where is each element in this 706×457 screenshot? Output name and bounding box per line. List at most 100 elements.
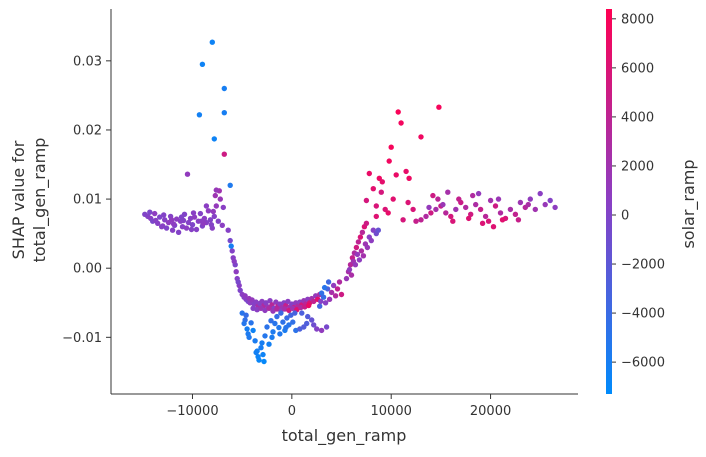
scatter-point (418, 217, 424, 223)
scatter-point (221, 151, 227, 157)
scatter-point (346, 266, 353, 273)
scatter-point (227, 182, 233, 188)
scatter-point (317, 303, 323, 309)
scatter-point (263, 300, 269, 306)
scatter-point (388, 144, 394, 150)
scatter-point (463, 204, 469, 211)
scatter-point (297, 326, 303, 332)
scatter-point (193, 226, 200, 233)
scatter-point (443, 210, 449, 216)
scatter-point (299, 310, 305, 316)
scatter-point (190, 210, 197, 216)
scatter-point (189, 222, 196, 228)
scatter-point (466, 215, 472, 222)
scatter-point (450, 218, 456, 224)
scatter-point (198, 218, 205, 224)
scatter-point (373, 213, 379, 220)
scatter-point (552, 204, 558, 211)
scatter-point (382, 206, 388, 213)
scatter-point (288, 312, 294, 318)
scatter-point (311, 322, 317, 328)
scatter-point (405, 199, 411, 206)
scatter-point (266, 341, 272, 347)
scatter-point (318, 327, 325, 334)
scatter-point (473, 201, 479, 208)
scatter-point (248, 320, 254, 326)
scatter-point (436, 104, 442, 110)
scatter-point (255, 354, 261, 360)
scatter-point (512, 211, 519, 217)
scatter-point (379, 179, 385, 185)
scatter-point (428, 210, 434, 216)
scatter-point (209, 39, 215, 45)
scatter-point (274, 306, 280, 312)
scatter-point (356, 257, 363, 263)
colorbar-tick-label: 0 (621, 208, 629, 223)
scatter-point (147, 209, 153, 215)
scatter-point (385, 210, 391, 216)
scatter-point (225, 227, 231, 233)
scatter-point (320, 294, 327, 300)
scatter-point (262, 307, 268, 314)
scatter-point (274, 313, 280, 320)
scatter-point (525, 201, 531, 208)
colorbar-tick-label: 2000 (621, 159, 654, 174)
scatter-point (205, 208, 212, 214)
y-tick-label: 0.03 (73, 54, 102, 69)
scatter-point (184, 171, 191, 177)
scatter-point (542, 201, 548, 208)
y-tick-label: −0.01 (62, 331, 102, 346)
scatter-point (360, 253, 367, 259)
scatter-point (413, 218, 419, 224)
scatter-point (330, 282, 337, 289)
scatter-point (423, 213, 429, 220)
scatter-point (268, 318, 274, 324)
scatter-point (406, 175, 412, 181)
scatter-point (212, 192, 218, 199)
scatter-point (170, 221, 177, 227)
scatter-point (336, 279, 343, 285)
scatter-point (241, 320, 247, 327)
scatter-point (245, 331, 251, 337)
scatter-point (215, 218, 221, 224)
x-tick-label: 0 (288, 404, 296, 419)
scatter-point (363, 197, 370, 204)
y-tick-label: 0.00 (73, 262, 102, 277)
scatter-point (273, 299, 279, 305)
scatter-point (492, 203, 499, 209)
scatter-point (318, 290, 325, 296)
scatter-point (157, 214, 163, 220)
x-axis-label: total_gen_ramp (282, 426, 407, 446)
scatter-point (370, 186, 376, 192)
scatter-point (292, 310, 298, 316)
colorbar-tick-label: −2000 (621, 258, 665, 273)
scatter-point (321, 284, 328, 291)
scatter-point (487, 197, 494, 204)
scatter-point (219, 222, 225, 228)
scatter-point (203, 203, 210, 209)
scatter-point (242, 293, 248, 299)
scatter-point (213, 203, 219, 209)
scatter-point (352, 262, 359, 268)
scatter-point (547, 197, 553, 204)
scatter-point (517, 199, 524, 206)
scatter-point (366, 170, 372, 177)
scatter-point (359, 229, 366, 235)
scatter-point (276, 324, 282, 331)
colorbar-tick-label: −6000 (621, 356, 665, 371)
scatter-point (259, 340, 265, 346)
colorbar-ticks: −6000 −4000 −2000 0 2000 4000 6000 8000 (612, 12, 665, 371)
scatter-point (231, 258, 237, 264)
scatter-point (363, 220, 370, 226)
scatter-point (272, 320, 278, 327)
scatter-point (262, 333, 268, 339)
colorbar (606, 9, 612, 394)
scatter-point (221, 110, 227, 116)
scatter-point (433, 206, 439, 213)
scatter-point (386, 158, 392, 164)
scatter-point (220, 204, 226, 211)
scatter-point (285, 298, 291, 305)
scatter-point (475, 190, 482, 197)
scatter-point (298, 304, 304, 311)
